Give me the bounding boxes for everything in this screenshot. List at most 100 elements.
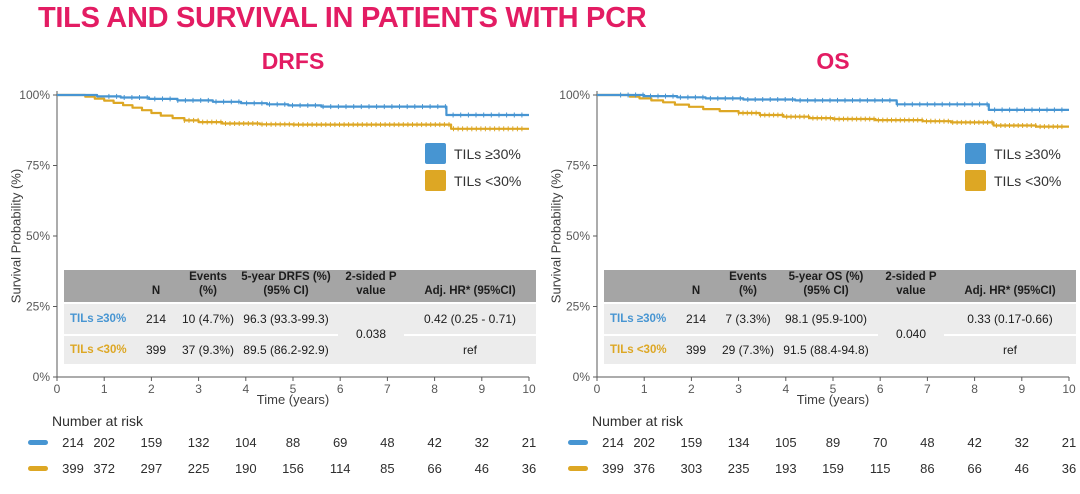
y-tick-label: 0% [573,370,591,384]
stats-cell: 37 (9.3%) [182,334,234,364]
km-curve [597,93,1069,128]
stats-cell: 29 (7.3%) [722,334,774,364]
risk-value: 114 [329,461,351,476]
legend-swatch [965,143,986,164]
legend-swatch [965,170,986,191]
legend-item: TILs <30% [965,170,1061,191]
stats-header-cell: Events (%) [722,270,774,304]
risk-value: 399 [62,461,84,476]
risk-value: 42 [967,435,982,450]
risk-value: 372 [93,461,116,476]
km-curve [57,93,529,117]
risk-value: 225 [187,461,210,476]
risk-value: 214 [602,435,624,450]
risk-value: 69 [332,435,348,450]
legend-label: TILs ≥30% [994,145,1061,162]
risk-row-swatch [568,440,588,445]
x-tick-label: 5 [830,382,837,396]
risk-row-swatch [568,466,588,471]
x-tick-label: 7 [384,382,391,396]
y-axis-ticks: 100% 75% 50% 25% 0% [559,88,597,384]
stats-header-cell [64,270,130,304]
stats-table: N Events (%) 5-year OS (%) (95% CI) 2-sided… [604,270,1076,364]
stats-cell-hr: 0.33 (0.17-0.66) [944,304,1076,334]
stats-cell-hr: ref [944,334,1076,364]
risk-value: 105 [774,435,797,450]
censor-marks [108,93,523,118]
stats-header-cell: Adj. HR* (95%CI) [944,270,1076,304]
km-series [597,92,1069,113]
risk-value: 156 [282,461,304,476]
x-tick-label: 1 [101,382,108,396]
x-axis-label: Time (years) [796,392,870,407]
stats-cell: 214 [130,304,182,334]
risk-value: 159 [680,435,703,450]
risk-value: 86 [920,461,935,476]
y-axis-ticks: 100% 75% 50% 25% 0% [19,88,57,384]
risk-value: 134 [727,435,750,450]
risk-row-swatch [28,466,48,471]
risk-value: 36 [1061,461,1077,476]
x-tick-label: 6 [337,382,344,396]
risk-value: 202 [633,435,656,450]
stats-header-cell: Adj. HR* (95%CI) [404,270,536,304]
x-tick-label: 10 [1062,382,1076,396]
stats-table: N Events (%) 5-year DRFS (%) (95% CI) 2-sid… [64,270,536,364]
x-tick-label: 3 [735,382,742,396]
x-tick-label: 0 [54,382,61,396]
km-curve [57,93,529,130]
stats-cell: 399 [670,334,722,364]
stats-cell-hr: 0.42 (0.25 - 0.71) [404,304,536,334]
stats-header-cell: N [130,270,182,304]
risk-value: 46 [1014,461,1030,476]
number-at-risk-label: Number at risk [592,413,684,429]
risk-value: 214 [62,435,84,450]
legend-item: TILs <30% [425,170,521,191]
x-tick-label: 2 [688,382,695,396]
y-tick-label: 0% [33,370,51,384]
legend-label: TILs ≥30% [454,145,521,162]
risk-value: 235 [727,461,750,476]
x-tick-label: 6 [877,382,884,396]
risk-value: 89 [825,435,841,450]
x-tick-label: 4 [782,382,789,396]
risk-value: 66 [967,461,982,476]
risk-value: 376 [633,461,656,476]
number-at-risk-table: 214 202 159 134 105 89 70 48 42 32 21 399 376 303 235 1… [540,40,1080,494]
legend-item: TILs ≥30% [965,143,1061,164]
stats-header-cell: 5-year DRFS (%) (95% CI) [234,270,338,304]
risk-value: 32 [474,435,490,450]
stats-cell: 7 (3.3%) [722,304,774,334]
stats-cell: 98.1 (95.9-100) [774,304,878,334]
survival-plot: 100% 75% 50% 25% 0%0 1 2 3 4 5 6 7 8 9 10 [19,88,536,396]
number-at-risk-label: Number at risk [52,413,144,429]
risk-value: 159 [140,435,163,450]
y-tick-label: 75% [26,159,50,173]
risk-value: 36 [521,461,537,476]
stats-cell: 399 [130,334,182,364]
x-axis-ticks: 0 1 2 3 4 5 6 7 8 9 10 [54,377,536,396]
x-tick-label: 8 [971,382,978,396]
stats-cell: 214 [670,304,722,334]
risk-value: 132 [187,435,210,450]
x-axis-ticks: 0 1 2 3 4 5 6 7 8 9 10 [594,377,1076,396]
legend-label: TILs <30% [994,172,1062,189]
y-tick-label: 50% [566,229,590,243]
panel-title: OS [816,48,850,74]
risk-value: 303 [680,461,703,476]
km-series [57,93,529,132]
risk-value: 70 [872,435,888,450]
risk-value: 42 [427,435,442,450]
stats-cell-hr: ref [404,334,536,364]
legend: TILs ≥30% TILs <30% [425,143,521,197]
risk-value: 115 [869,461,891,476]
risk-value: 48 [920,435,935,450]
risk-row-swatch [28,440,48,445]
censor-marks [620,92,1063,113]
x-tick-label: 9 [1018,382,1025,396]
km-panel: DRFS Survival Probability (%) 100% 75% 50%… [0,40,540,494]
y-tick-label: 50% [26,229,50,243]
panel-title: DRFS [261,48,325,74]
slide-title: TILS AND SURVIVAL IN PATIENTS WITH PCR [38,2,647,34]
x-tick-label: 7 [924,382,931,396]
